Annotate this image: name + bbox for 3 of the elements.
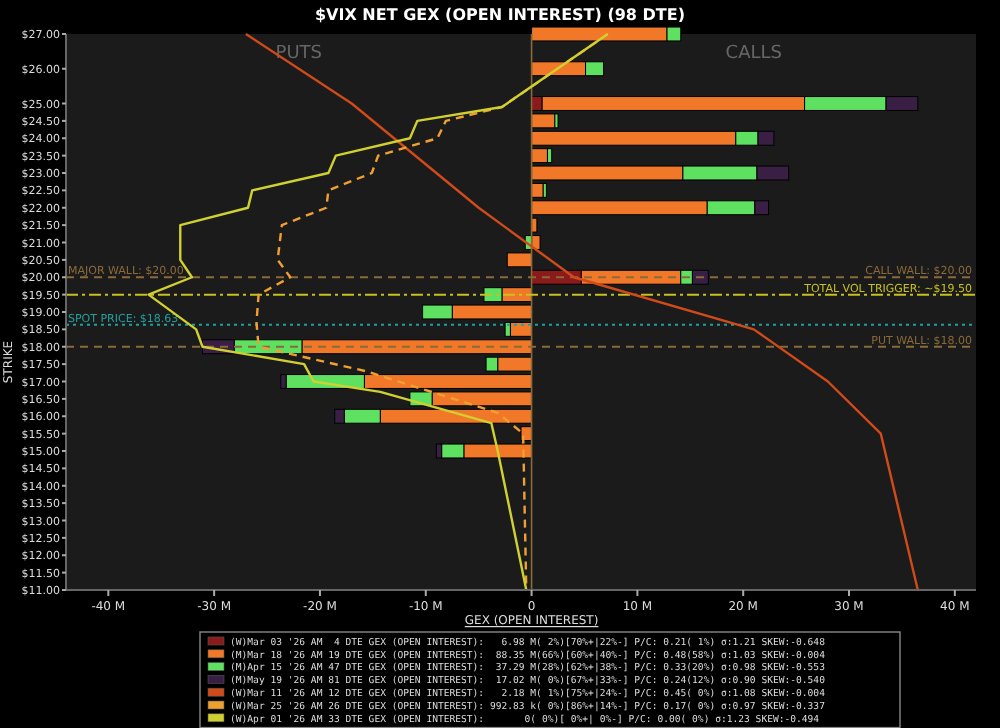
annotation: CALLS — [725, 44, 783, 64]
chart-title: $VIX NET GEX (OPEN INTEREST) (98 DTE) — [314, 6, 686, 24]
annotation: PUTS — [275, 44, 323, 64]
